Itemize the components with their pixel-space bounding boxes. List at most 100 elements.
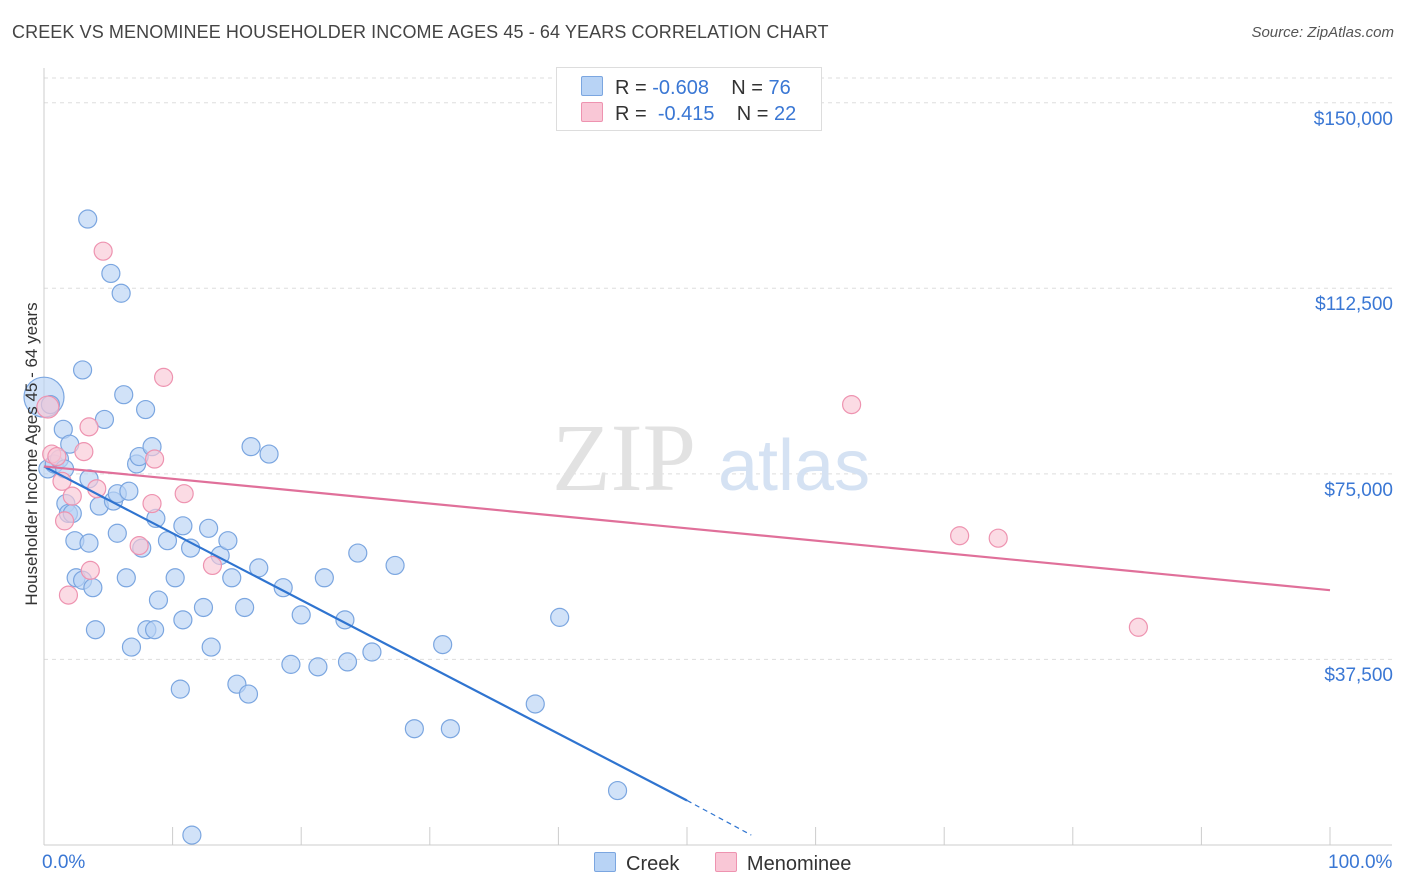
menominee-point (988, 528, 1008, 548)
creek-point (222, 568, 242, 588)
n-label: N = (731, 77, 763, 99)
creek-point (144, 620, 165, 640)
creek-point (241, 437, 261, 457)
menominee-point (79, 417, 99, 437)
creek-points (23, 209, 628, 845)
creek-point (362, 642, 382, 662)
menominee-point (62, 486, 82, 506)
creek-swatch (581, 76, 603, 96)
menominee-point (144, 449, 165, 469)
y-tick-label: $150,000 (1313, 108, 1393, 130)
menominee-point (93, 241, 113, 261)
menominee-point (80, 560, 100, 580)
menominee-point (47, 446, 67, 467)
creek-point (337, 652, 358, 672)
creek-point (121, 637, 142, 657)
legend-item-creek: Creek (594, 852, 679, 876)
creek-point (182, 825, 202, 845)
menominee-point (58, 585, 79, 605)
creek-point (111, 283, 131, 303)
menominee-point (1128, 617, 1148, 637)
creek-point (101, 263, 121, 284)
creek-point (308, 657, 328, 677)
menominee-point (174, 484, 194, 504)
creek-point (385, 555, 405, 576)
creek-point (78, 209, 98, 229)
creek-point (114, 385, 134, 405)
menominee-point (950, 526, 970, 546)
creek-point (433, 634, 453, 655)
watermark-atlas: atlas (718, 426, 870, 506)
menominee-n-value: 22 (774, 103, 797, 125)
x-tick-max: 100.0% (1328, 852, 1393, 873)
trend-lines (43, 465, 1331, 836)
creek-point (107, 523, 127, 543)
y-tick-label: $75,000 (1324, 479, 1393, 501)
y-tick-label: $37,500 (1324, 665, 1393, 687)
legend-row-creek: R = -0.608 N = 76 (581, 76, 791, 102)
creek-point (135, 399, 156, 420)
creek-trend-extension (686, 799, 752, 836)
creek-point (607, 780, 628, 801)
creek-point (259, 444, 279, 464)
creek-point (94, 409, 115, 430)
creek-point (173, 610, 193, 630)
x-tick-min: 0.0% (42, 852, 86, 873)
menominee-point (142, 493, 162, 514)
creek-point (291, 605, 311, 625)
source-credit: Source: ZipAtlas.com (1251, 24, 1394, 41)
menominee-r-value: -0.415 (657, 103, 715, 125)
creek-point (173, 516, 193, 536)
menominee-trend-line (43, 465, 1331, 592)
creek-point (165, 568, 185, 588)
menominee-points (36, 241, 1148, 637)
menominee-legend-swatch (714, 852, 737, 872)
creek-point (238, 684, 259, 704)
creek-point (85, 620, 106, 640)
menominee-point (202, 555, 223, 576)
creek-trend-line (43, 465, 688, 802)
menominee-point (36, 395, 60, 419)
series-legend: Creek Menominee (594, 852, 881, 876)
watermark: ZIP atlas (552, 404, 870, 511)
creek-point (404, 719, 424, 739)
menominee-point (129, 536, 149, 556)
creek-point (218, 531, 238, 551)
creek-point (116, 568, 136, 588)
legend-row-menominee: R = -0.415 N = 22 (581, 102, 796, 128)
creek-point (72, 360, 93, 380)
watermark-zip: ZIP (552, 404, 696, 511)
stats-legend: R = -0.608 N = 76 R = -0.415 N = 22 (556, 67, 822, 131)
y-tick-label: $112,500 (1315, 294, 1393, 316)
n-label: N = (736, 103, 769, 125)
creek-legend-label: Creek (626, 853, 680, 875)
creek-point (201, 637, 221, 657)
creek-n-value: 76 (768, 77, 791, 99)
creek-point (170, 679, 190, 699)
creek-point (148, 590, 169, 610)
creek-r-value: -0.608 (652, 77, 709, 99)
creek-point (440, 719, 460, 739)
y-axis-label: Householder Income Ages 45 - 64 years (22, 302, 41, 606)
creek-point (199, 518, 219, 538)
creek-legend-swatch (594, 852, 616, 872)
legend-item-menominee: Menominee (714, 852, 851, 876)
creek-point (281, 654, 301, 674)
creek-point (348, 543, 368, 563)
menominee-swatch (581, 102, 603, 122)
r-label: R = (615, 103, 647, 125)
chart-title: CREEK VS MENOMINEE HOUSEHOLDER INCOME AG… (12, 22, 829, 42)
creek-point (314, 568, 334, 588)
creek-point (79, 533, 99, 553)
creek-point (525, 694, 545, 714)
creek-point (83, 578, 103, 598)
menominee-point (74, 442, 94, 462)
creek-point (550, 607, 570, 627)
creek-point (119, 481, 139, 501)
menominee-point (842, 394, 862, 415)
menominee-point (54, 511, 75, 531)
creek-point (235, 597, 255, 618)
r-label: R = (615, 77, 647, 99)
